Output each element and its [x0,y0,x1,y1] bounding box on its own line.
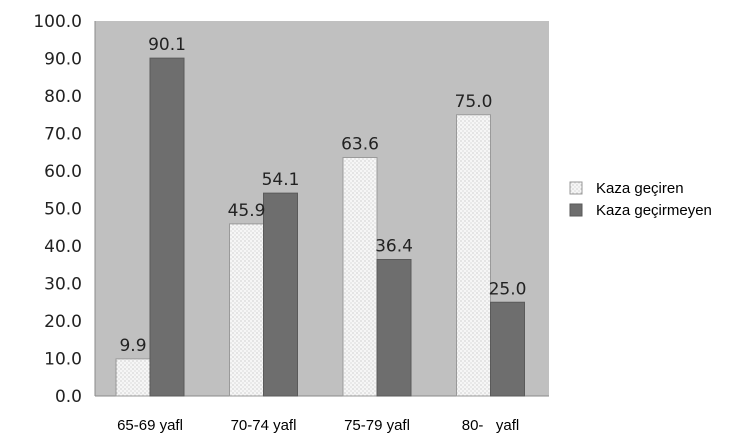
y-tick-label: 10.0 [44,350,82,370]
y-tick-label: 80.0 [44,87,82,107]
data-label: 36.4 [375,237,413,257]
y-tick-label: 20.0 [44,312,82,332]
data-label: 45.9 [228,201,266,221]
data-label: 9.9 [119,336,146,356]
data-label: 90.1 [148,35,186,55]
data-labels: 9.9 90.1 45.9 54.1 63.6 36.4 75.0 25.0 [119,35,526,356]
y-tick-label: 70.0 [44,125,82,145]
category-label: 70-74 yafl [231,417,297,434]
bar-kaza-gecirmeyen-3 [490,301,525,397]
category-label: 80- yafl [462,417,520,434]
y-tick-label: 0.0 [55,387,82,407]
bar-kaza-gecirmeyen-1 [263,192,298,397]
y-tick-labels: 0.0 10.0 20.0 30.0 40.0 50.0 60.0 70.0 80.0 90.0 1… [33,12,82,407]
category-label: 75-79 yafl [344,417,410,434]
category-labels: 65-69 yafl 70-74 yafl 75-79 yafl 80- yafl [117,417,519,434]
y-tick-label: 60.0 [44,162,82,182]
legend: Kaza geçiren Kaza geçirmeyen [569,180,712,219]
y-tick-label: 90.0 [44,50,82,70]
legend-swatch [569,181,583,195]
data-label: 25.0 [489,279,527,299]
data-label: 54.1 [262,170,300,190]
legend-label: Kaza geçiren [596,180,684,197]
bar-kaza-gecirmeyen-2 [376,259,412,397]
y-tick-label: 30.0 [44,275,82,295]
category-label: 65-69 yafl [117,417,183,434]
bars [115,57,525,397]
y-tick-label: 100.0 [33,12,82,32]
bar-kaza-geciren-0 [115,358,151,397]
data-label: 63.6 [341,135,379,155]
legend-swatch [569,203,583,217]
bar-kaza-geciren-3 [456,114,491,397]
bar-kaza-gecirmeyen-0 [149,57,185,397]
legend-label: Kaza geçirmeyen [596,202,712,219]
y-tick-label: 40.0 [44,237,82,257]
bar-kaza-geciren-2 [342,157,378,397]
bar-kaza-geciren-1 [229,223,264,397]
y-tick-label: 50.0 [44,200,82,220]
data-label: 75.0 [455,92,493,112]
